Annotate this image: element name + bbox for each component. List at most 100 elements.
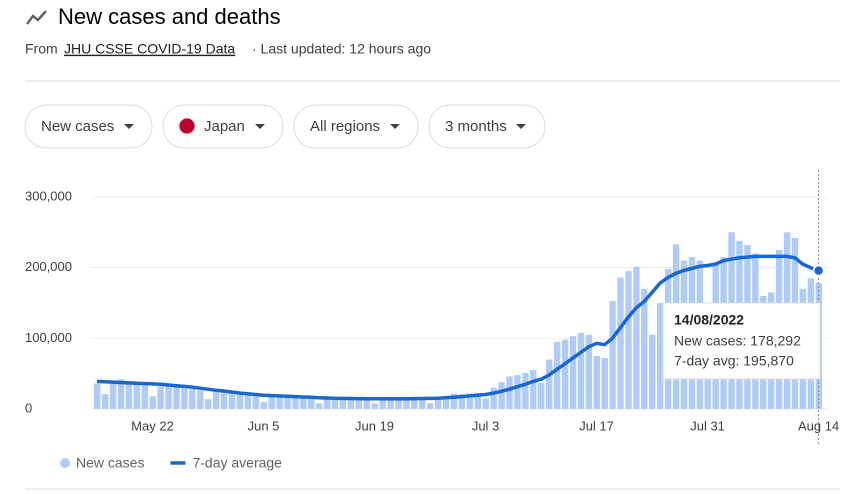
bar [331,397,339,409]
filter-label: 3 months [445,118,507,135]
bar [355,399,363,409]
bar [427,403,434,409]
bar [625,271,632,409]
bar [339,398,347,409]
bar [181,388,188,409]
bar [458,394,466,409]
filter[interactable]: All regions [293,104,419,149]
title: New cases and deaths [58,4,281,29]
filter[interactable]: 3 months [428,104,546,149]
bar [411,399,418,409]
bar [434,397,442,409]
bar [466,393,474,409]
bar [276,395,283,409]
tooltip-avg: 7-day avg: 195,870 [674,353,794,369]
bar [292,397,299,409]
bar [308,398,315,409]
y-tick-label: 200,000 [25,259,72,274]
bar [482,398,489,409]
bar [633,266,640,409]
bar [125,382,133,409]
bar [474,392,482,409]
bar [300,398,307,409]
source-link[interactable]: JHU CSSE COVID-19 Data [64,41,235,57]
bar [506,376,513,409]
x-tick-label: Jul 3 [472,418,499,433]
bar [522,372,529,409]
x-tick-label: Jun 19 [355,418,394,433]
bar [149,396,156,409]
bar [260,401,267,409]
bar [284,396,291,409]
y-tick-label: 300,000 [25,188,72,203]
x-tick-label: May 22 [131,418,174,433]
bar [569,336,577,409]
bar [197,390,204,409]
bar [442,395,450,409]
bar [212,392,220,409]
bar [189,389,196,409]
filter[interactable]: Japan [162,104,284,149]
bar [490,387,497,409]
bar [109,380,117,409]
bar [617,277,624,409]
bar [450,393,458,409]
x-tick-label: Jul 17 [579,418,614,433]
legend-label: New cases [76,455,144,471]
bar [585,334,593,409]
filter-label: Japan [204,118,245,135]
tooltip-box [662,302,821,380]
bar [141,384,148,409]
source-prefix: From [25,41,58,57]
y-tick-label: 100,000 [25,330,72,345]
bar [268,396,275,409]
bar [347,399,355,409]
bar [514,375,521,409]
tooltip-cases: New cases: 178,292 [674,333,801,349]
x-tick-label: Aug 14 [798,418,839,433]
bar [133,383,141,409]
bar [316,403,323,409]
bar [609,300,616,409]
bar [157,386,164,409]
bar [371,403,378,409]
bar [379,399,386,409]
bar [553,341,561,409]
hover-dot [812,264,825,277]
bar [395,398,402,409]
bar [657,303,664,409]
bar [561,339,569,409]
bar [165,385,172,409]
tooltip-date: 14/08/2022 [674,312,744,328]
bar [649,334,656,409]
bar [117,379,125,409]
x-tick-label: Jun 5 [248,418,280,433]
bar [244,395,252,409]
bar [252,396,259,409]
bar [601,358,608,409]
bar [228,393,236,409]
bar [387,397,394,409]
bar [363,399,371,409]
bar [236,394,244,409]
bar [419,399,426,409]
y-tick-label: 0 [25,400,32,415]
filter[interactable]: New cases [24,104,153,149]
filter-label: All regions [310,118,380,135]
filter-label: New cases [41,118,114,135]
bar [101,394,109,409]
bar [593,356,600,409]
bar [220,391,228,409]
bar [323,398,331,409]
legend-label: 7-day average [192,455,282,471]
bar [577,332,585,409]
x-tick-label: Jul 31 [690,418,725,433]
bar [530,370,537,409]
bar [641,288,648,409]
bar [173,387,180,409]
bar [498,382,505,409]
legend-swatch [60,458,70,468]
last-updated: · Last updated: 12 hours ago [252,41,431,57]
